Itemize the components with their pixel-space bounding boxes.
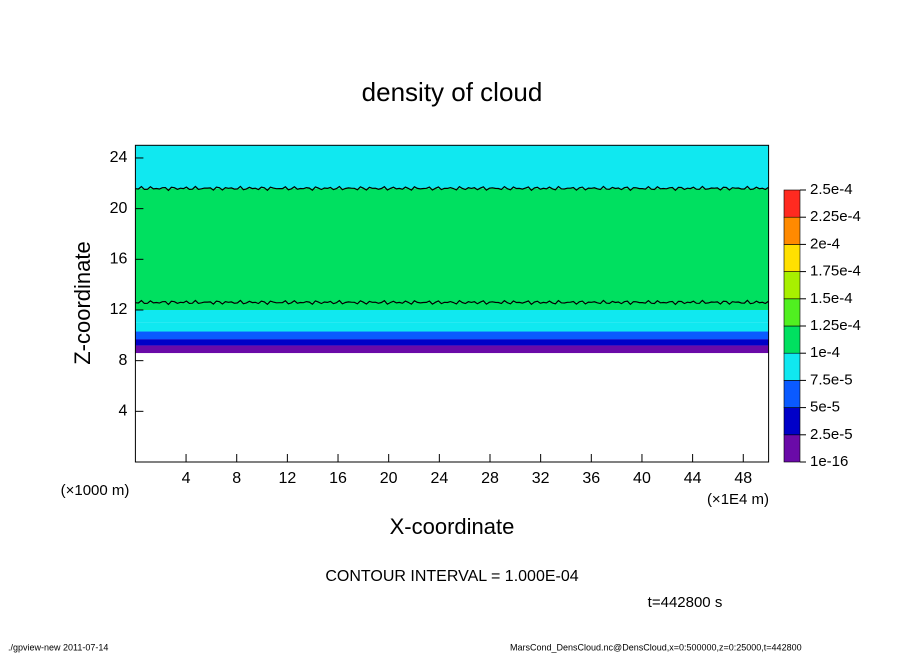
colorbar-box <box>783 325 801 354</box>
x-tick-label: 28 <box>481 470 499 487</box>
density-band <box>135 339 769 346</box>
contour-interval: CONTOUR INTERVAL = 1.000E-04 <box>325 568 578 585</box>
x-tick-label: 20 <box>380 470 398 487</box>
plot-frame <box>134 144 770 463</box>
colorbar-label: 7.5e-5 <box>810 371 853 388</box>
x-tick-label: 12 <box>278 470 296 487</box>
x-unit: (×1E4 m) <box>707 491 769 508</box>
x-tick-label: 8 <box>232 470 241 487</box>
colorbar-box <box>783 298 801 327</box>
y-tick-label: 24 <box>110 149 128 166</box>
density-band <box>135 309 769 323</box>
x-tick-label: 44 <box>684 470 702 487</box>
y-tick-label: 16 <box>110 251 128 268</box>
y-unit: (×1000 m) <box>61 482 130 499</box>
colorbar-label: 2.5e-4 <box>810 181 853 198</box>
density-band <box>135 145 769 189</box>
colorbar-label: 1e-4 <box>810 344 840 361</box>
x-tick-label: 24 <box>430 470 448 487</box>
x-axis-label: X-coordinate <box>390 514 515 539</box>
x-tick-label: 32 <box>532 470 550 487</box>
density-band <box>135 188 769 303</box>
footer-left: ./gpview-new 2011-07-14 <box>8 642 108 652</box>
colorbar-label: 1.75e-4 <box>810 263 861 280</box>
contour-line <box>135 185 769 192</box>
colorbar-label: 1e-16 <box>810 453 848 470</box>
chart-title: density of cloud <box>362 77 543 107</box>
colorbar-box <box>783 434 801 463</box>
x-tick-label: 40 <box>633 470 651 487</box>
y-tick-label: 4 <box>118 403 127 420</box>
density-band <box>135 302 769 310</box>
colorbar-box <box>783 407 801 436</box>
y-tick-label: 8 <box>118 352 127 369</box>
colorbar-box <box>783 380 801 408</box>
colorbar-box <box>783 271 801 300</box>
footer-right: MarsCond_DensCloud.nc@DensCloud,x=0:5000… <box>510 642 802 652</box>
time-label: t=442800 s <box>648 594 723 611</box>
density-band <box>135 322 769 332</box>
colorbar-box <box>783 244 801 272</box>
density-band <box>135 345 769 354</box>
colorbar-box <box>783 216 801 245</box>
x-tick-label: 36 <box>582 470 600 487</box>
contour-line <box>135 299 769 306</box>
colorbar-label: 2e-4 <box>810 235 840 252</box>
x-tick-label: 16 <box>329 470 347 487</box>
colorbar-label: 2.25e-4 <box>810 208 861 225</box>
colorbar-label: 1.5e-4 <box>810 290 853 307</box>
y-tick-label: 12 <box>110 301 128 318</box>
y-tick-label: 20 <box>110 200 128 217</box>
colorbar-box <box>783 352 801 381</box>
x-tick-label: 48 <box>734 470 752 487</box>
colorbar-box <box>783 189 801 218</box>
x-tick-label: 4 <box>182 470 191 487</box>
density-band <box>135 331 769 340</box>
colorbar-label: 1.25e-4 <box>810 317 861 334</box>
colorbar-label: 2.5e-5 <box>810 426 853 443</box>
colorbar-label: 5e-5 <box>810 399 840 416</box>
y-axis-label: Z-coordinate <box>70 241 95 365</box>
